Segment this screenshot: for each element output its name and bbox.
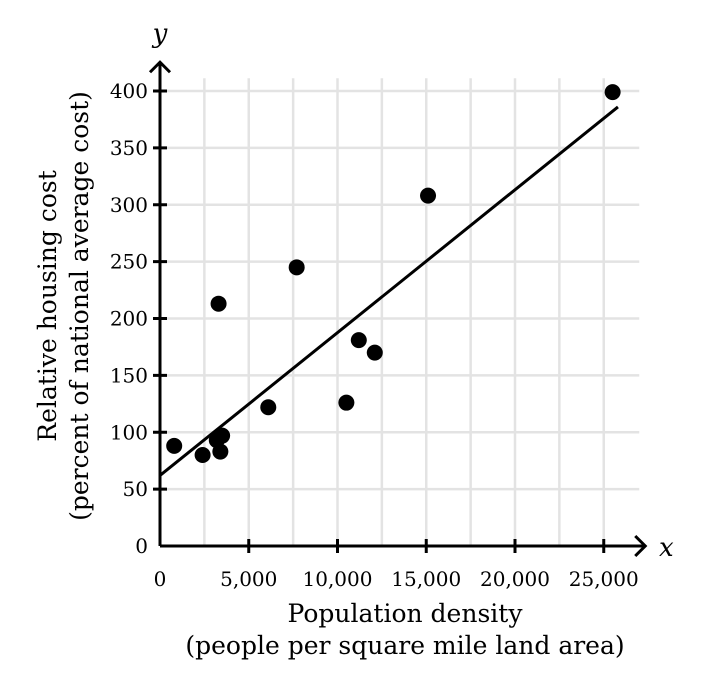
y-tick-label: 0 [135, 534, 148, 558]
data-point [166, 437, 183, 454]
x-tick-label: 5,000 [220, 567, 277, 591]
x-tick-label: 0 [154, 567, 167, 591]
data-point [212, 443, 229, 460]
y-tick-label: 250 [110, 250, 148, 274]
axes [148, 60, 648, 558]
data-point [350, 332, 367, 349]
data-point [210, 295, 227, 312]
y-axis-arrow [148, 60, 172, 74]
data-point [194, 447, 211, 463]
y-tick-label: 400 [110, 79, 148, 103]
y-axis-letter: y [152, 19, 168, 49]
y-tick-label: 300 [110, 193, 148, 217]
x-tick-label: 15,000 [391, 567, 461, 591]
y-axis-title-line2: (percent of national average cost) [65, 91, 94, 521]
tick-labels: 0 5,000 10,000 15,000 20,000 25,000 0 50 100 150 2… [110, 79, 639, 591]
x-axis-title-line2: (people per square mile land area) [185, 631, 624, 660]
data-point [338, 394, 355, 411]
trend-line-layer [159, 105, 619, 477]
x-axis-letter: x [659, 533, 674, 563]
grid-lines [160, 78, 640, 546]
y-tick-label: 200 [110, 307, 148, 331]
y-tick-label: 50 [123, 477, 148, 501]
x-axis-arrow [634, 534, 648, 558]
trend-line [159, 105, 619, 477]
y-tick-label: 100 [110, 420, 148, 444]
y-axis-title: Relative housing cost (percent of nation… [33, 91, 94, 521]
data-point [214, 427, 231, 444]
y-axis-title-line1: Relative housing cost [33, 170, 62, 441]
data-point [260, 399, 277, 416]
data-point [366, 344, 383, 361]
x-tick-label: 20,000 [480, 567, 550, 591]
y-tick-label: 150 [110, 363, 148, 387]
x-axis-title-line1: Population density [288, 599, 524, 628]
x-tick-label: 25,000 [569, 567, 639, 591]
data-points [166, 84, 621, 463]
data-point [420, 187, 437, 204]
y-tick-label: 350 [110, 136, 148, 160]
data-point [604, 84, 621, 101]
x-tick-label: 10,000 [303, 567, 373, 591]
data-point [288, 259, 305, 276]
